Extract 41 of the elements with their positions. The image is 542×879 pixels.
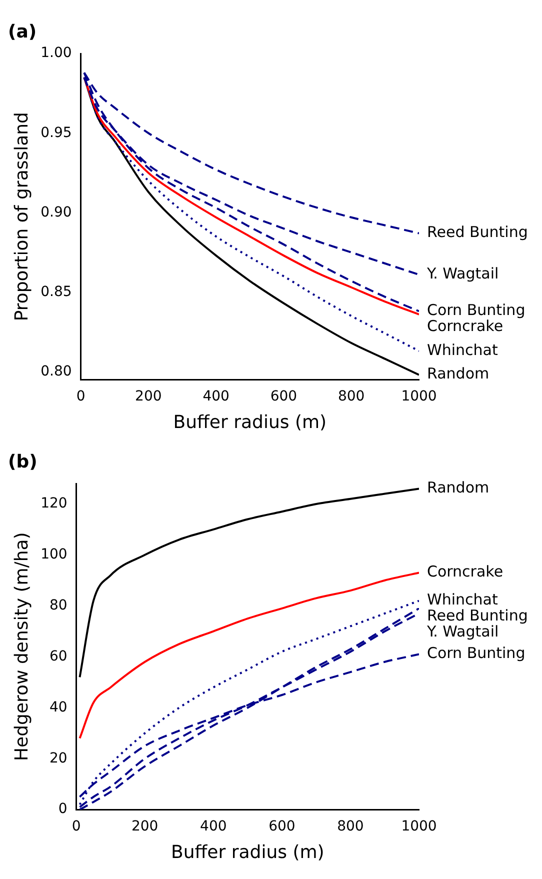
chart-title: (b) (8, 451, 38, 472)
y-tick-label: 0 (58, 801, 68, 818)
x-tick-label: 0 (76, 388, 86, 405)
x-tick-label: 200 (131, 818, 158, 835)
y-tick-label: 20 (49, 750, 68, 766)
series-label: Reed Bunting (427, 606, 528, 625)
y-tick-label: 0.80 (40, 363, 72, 380)
x-tick-label: 600 (270, 388, 298, 405)
x-tick-label: 800 (337, 818, 364, 835)
series-label: Corncrake (427, 562, 504, 581)
series-label: Corn Bunting (427, 644, 526, 662)
y-axis-title: Proportion of grassland (11, 112, 32, 322)
y-tick-label: 60 (49, 648, 68, 664)
series-label: Y. Wagtail (426, 622, 499, 641)
series-label: Y. Wagtail (426, 264, 499, 283)
x-tick-label: 1000 (401, 388, 437, 405)
x-tick-label: 400 (202, 388, 230, 405)
y-tick-label: 0.95 (40, 124, 72, 141)
series-label: Random (427, 478, 490, 497)
x-tick-label: 400 (200, 818, 227, 835)
x-axis-title: Buffer radius (m) (171, 842, 324, 863)
x-tick-label: 800 (338, 388, 365, 405)
y-tick-label: 0.85 (40, 284, 72, 300)
y-tick-label: 1.00 (40, 45, 72, 62)
x-tick-label: 600 (268, 818, 296, 835)
x-tick-label: 200 (135, 388, 162, 405)
series-label: Whinchat (427, 590, 498, 609)
series-label: Corncrake (427, 317, 504, 336)
x-axis-title: Buffer radius (m) (173, 412, 327, 433)
y-tick-label: 0.90 (40, 204, 72, 220)
series-label: Reed Bunting (427, 223, 528, 242)
chart-title: (a) (8, 21, 37, 42)
y-tick-label: 80 (49, 597, 68, 614)
y-axis-title: Hedgerow density (m/ha) (11, 532, 32, 761)
series-label: Whinchat (427, 340, 498, 359)
series-label: Corn Bunting (427, 301, 526, 320)
y-tick-label: 100 (40, 546, 68, 563)
series-label: Random (427, 364, 490, 383)
y-tick-label: 120 (40, 496, 68, 512)
x-tick-label: 1000 (401, 818, 437, 835)
y-tick-label: 40 (49, 699, 68, 716)
